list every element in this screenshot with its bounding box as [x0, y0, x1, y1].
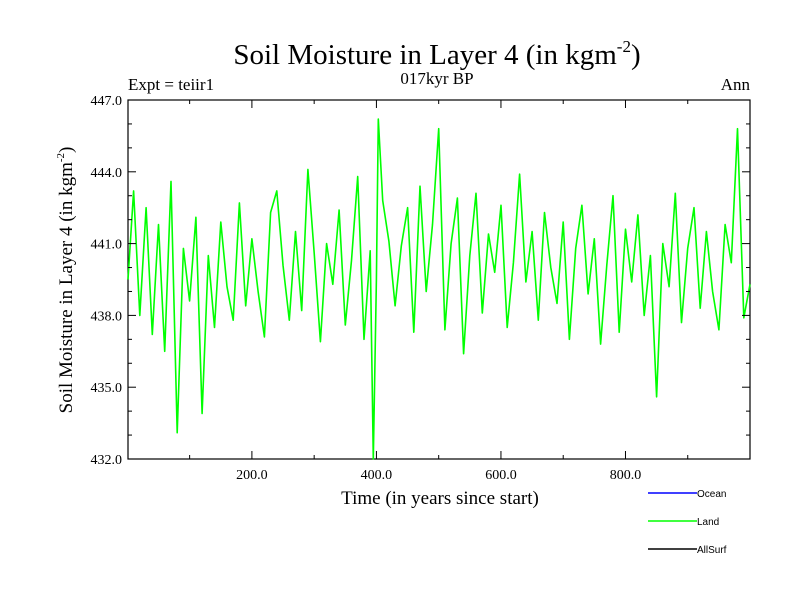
x-tick-label: 600.0 — [485, 468, 517, 483]
legend-label-ocean: Ocean — [697, 489, 726, 500]
y-tick-label: 435.0 — [91, 381, 123, 396]
chart-title-sup: -2 — [617, 37, 631, 56]
x-tick-label: 800.0 — [610, 468, 642, 483]
legend-label-land: Land — [697, 517, 719, 528]
y-tick-label: 441.0 — [91, 238, 123, 253]
y-axis-label-main: Soil Moisture in Layer 4 (in kgm — [56, 162, 77, 413]
period-label: 017kyr BP — [400, 69, 473, 88]
y-tick-label: 444.0 — [91, 166, 123, 181]
legend: Ocean Land AllSurf — [648, 489, 727, 556]
legend-label-allsurf: AllSurf — [697, 545, 727, 556]
x-axis: 200.0 400.0 600.0 800.0 — [189, 100, 689, 483]
x-tick-label: 200.0 — [236, 468, 268, 483]
y-axis-label: Soil Moisture in Layer 4 (in kgm-2) — [55, 147, 77, 414]
y-tick-label: 447.0 — [91, 94, 123, 109]
chart-title-main: Soil Moisture in Layer 4 (in kgm — [233, 39, 617, 71]
y-axis-label-sup: -2 — [55, 153, 67, 162]
y-axis-label-close: ) — [56, 147, 77, 153]
y-axis: 432.0 435.0 438.0 441.0 444.0 447.0 — [91, 94, 750, 468]
x-axis-label: Time (in years since start) — [341, 488, 539, 509]
x-tick-label: 400.0 — [361, 468, 393, 483]
season-label: Ann — [721, 75, 751, 94]
y-tick-label: 438.0 — [91, 309, 123, 324]
series-layer — [127, 118, 751, 460]
y-tick-label: 432.0 — [91, 453, 123, 468]
chart-title-close: ) — [631, 39, 641, 71]
chart-title: Soil Moisture in Layer 4 (in kgm-2) — [233, 37, 640, 71]
series-line-land — [127, 118, 751, 460]
experiment-label: Expt = teiir1 — [128, 75, 214, 94]
